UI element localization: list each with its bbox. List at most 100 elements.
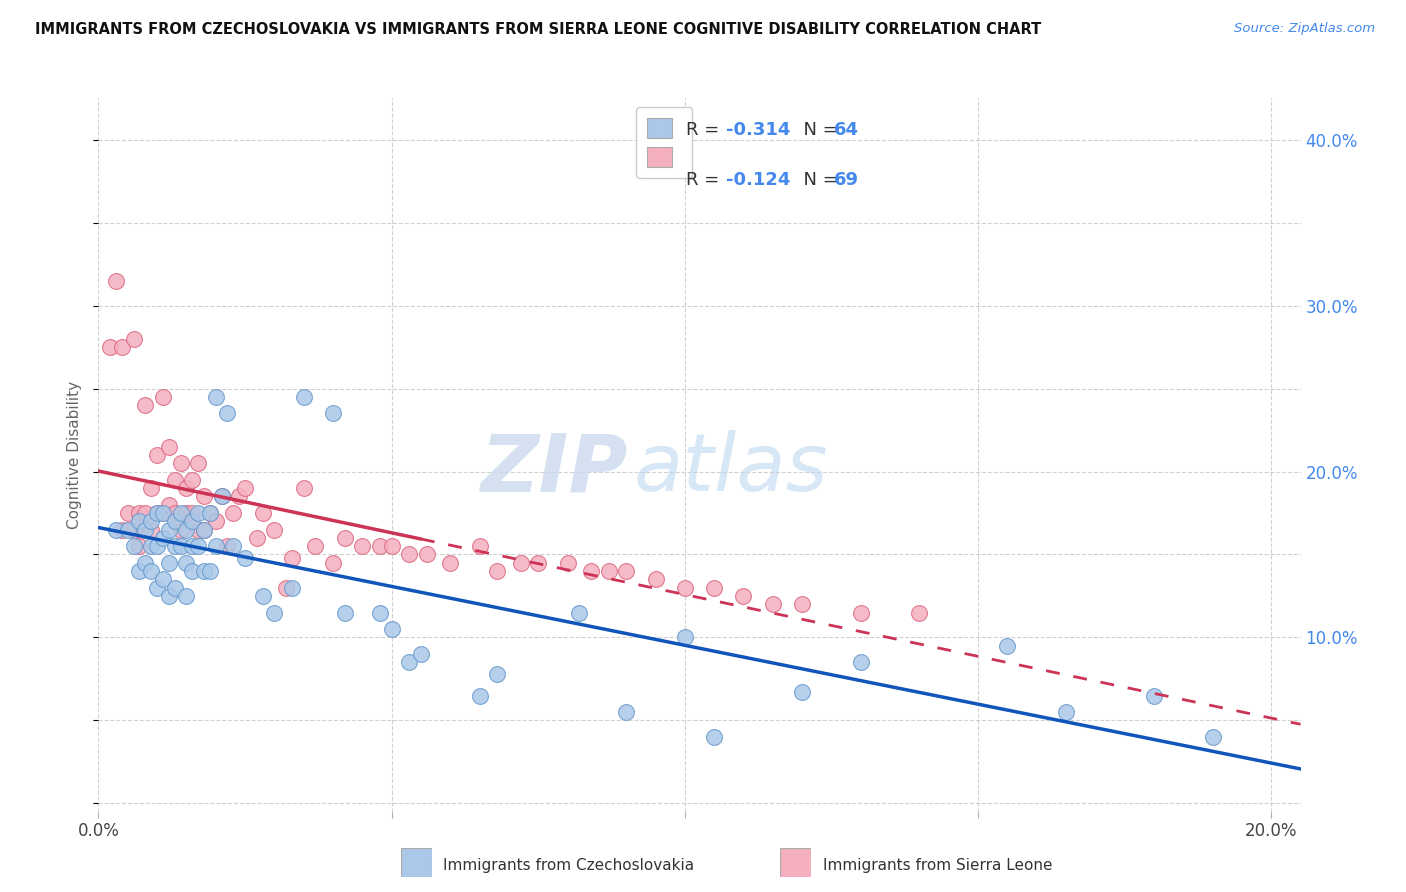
Point [146,539,169,553]
Point [568,606,591,620]
Point [579,564,602,578]
Point [398,656,420,670]
Text: N =: N = [792,121,844,139]
Point [176,556,198,570]
Point [233,550,256,565]
Point [246,531,269,545]
Y-axis label: Cognitive Disability: Cognitive Disability [67,381,83,529]
Point [128,506,150,520]
Point [228,490,250,504]
Point [614,564,637,578]
Point [368,606,391,620]
Point [333,531,356,545]
Point [181,539,204,553]
Point [1143,689,1166,703]
Point [790,597,813,611]
Point [152,506,174,520]
Point [790,685,813,699]
Point [176,481,198,495]
Point [152,390,174,404]
Point [644,573,666,587]
Point [673,631,696,645]
Point [222,539,245,553]
Point [849,606,872,620]
Point [141,523,163,537]
Point [416,548,439,562]
Point [193,523,215,537]
Point [176,523,198,537]
Point [252,506,274,520]
Point [527,556,550,570]
Point [134,398,156,412]
Point [222,506,245,520]
Point [128,564,150,578]
Point [908,606,931,620]
Point [157,498,180,512]
Point [252,589,274,603]
Point [193,564,215,578]
Point [263,523,285,537]
Point [105,523,128,537]
Point [187,456,209,470]
Text: 64: 64 [834,121,859,139]
Point [274,581,297,595]
Text: Source: ZipAtlas.com: Source: ZipAtlas.com [1234,22,1375,36]
Point [703,581,725,595]
Point [111,340,134,354]
Text: IMMIGRANTS FROM CZECHOSLOVAKIA VS IMMIGRANTS FROM SIERRA LEONE COGNITIVE DISABIL: IMMIGRANTS FROM CZECHOSLOVAKIA VS IMMIGR… [35,22,1042,37]
Point [146,506,169,520]
Point [163,473,186,487]
Point [169,539,191,553]
Point [409,647,432,661]
Point [163,506,186,520]
Point [368,539,391,553]
Point [204,539,226,553]
Text: -0.314: -0.314 [725,121,790,139]
Point [468,689,491,703]
Point [1201,730,1223,744]
Point [198,506,221,520]
Point [281,581,304,595]
Point [233,481,256,495]
Point [128,514,150,528]
Point [849,656,872,670]
Point [152,506,174,520]
Point [163,514,186,528]
Point [211,490,233,504]
Point [122,523,145,537]
Point [146,506,169,520]
Point [486,564,509,578]
Point [152,573,174,587]
Point [614,705,637,719]
Point [157,556,180,570]
Point [703,730,725,744]
Point [176,589,198,603]
Point [157,523,180,537]
Point [211,490,233,504]
Point [398,548,420,562]
Point [187,523,209,537]
Text: N =: N = [792,171,844,189]
Point [333,606,356,620]
Point [193,490,215,504]
Point [181,564,204,578]
Point [187,539,209,553]
Point [198,506,221,520]
Point [322,556,344,570]
Point [134,556,156,570]
Point [598,564,620,578]
Point [1054,705,1077,719]
Point [217,539,239,553]
Point [157,589,180,603]
Point [141,564,163,578]
Point [439,556,461,570]
Point [134,523,156,537]
Text: Immigrants from Sierra Leone: Immigrants from Sierra Leone [823,858,1052,872]
Point [169,523,191,537]
Point [141,514,163,528]
Point [146,448,169,462]
Point [176,506,198,520]
Legend: , : , [637,107,692,178]
Point [141,539,163,553]
Point [557,556,579,570]
